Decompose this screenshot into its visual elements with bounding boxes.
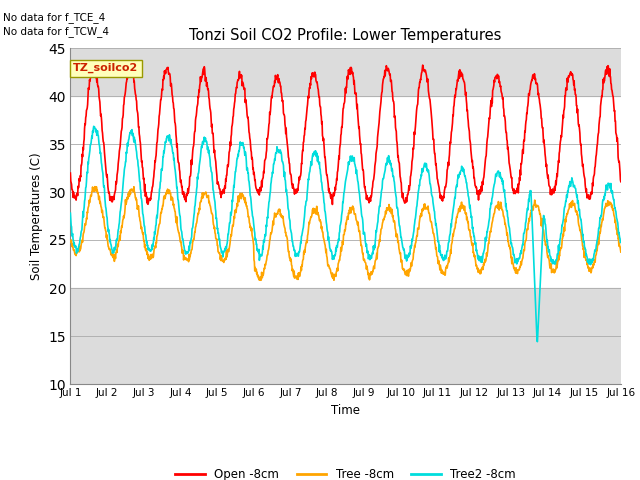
Tree2 -8cm [176,213,184,218]
Open -8cm [189,144,197,150]
Line: Open -8cm: Open -8cm [70,63,621,204]
X-axis label: Time: Time [331,404,360,417]
Tree -8cm [189,238,197,243]
Open -8cm [504,146,511,152]
Open -8cm [251,178,259,183]
Legend: Open -8cm, Tree -8cm, Tree2 -8cm: Open -8cm, Tree -8cm, Tree2 -8cm [170,463,521,480]
Tree -8cm [504,232,511,238]
Open -8cm [432,162,440,168]
Tree -8cm [176,235,184,240]
Open -8cm [617,179,625,185]
Tree2 -8cm [431,216,439,222]
Open -8cm [176,169,184,175]
Tree2 -8cm [90,123,97,129]
Open -8cm [126,60,134,66]
Tree -8cm [257,277,265,283]
Tree2 -8cm [552,257,560,263]
Tree2 -8cm [617,239,625,245]
Title: Tonzi Soil CO2 Profile: Lower Temperatures: Tonzi Soil CO2 Profile: Lower Temperatur… [189,28,502,43]
Tree -8cm [91,184,99,190]
Tree -8cm [552,264,560,270]
Open -8cm [67,170,74,176]
Tree2 -8cm [189,220,197,226]
Tree2 -8cm [504,208,511,214]
Tree2 -8cm [251,230,259,236]
Tree -8cm [67,239,74,245]
Text: TZ_soilco2: TZ_soilco2 [73,63,138,73]
Open -8cm [552,182,560,188]
Tree -8cm [617,249,625,255]
Text: No data for f_TCE_4: No data for f_TCE_4 [3,12,106,23]
Open -8cm [328,202,336,207]
Tree -8cm [432,246,440,252]
Line: Tree -8cm: Tree -8cm [70,187,621,280]
Tree2 -8cm [67,210,74,216]
Bar [70,288,621,384]
Text: No data for f_TCW_4: No data for f_TCW_4 [3,26,109,37]
Tree2 -8cm [534,339,541,345]
Y-axis label: Soil Temperatures (C): Soil Temperatures (C) [30,152,43,280]
Bar [70,48,621,96]
Line: Tree2 -8cm: Tree2 -8cm [70,126,621,342]
Tree -8cm [251,268,259,274]
